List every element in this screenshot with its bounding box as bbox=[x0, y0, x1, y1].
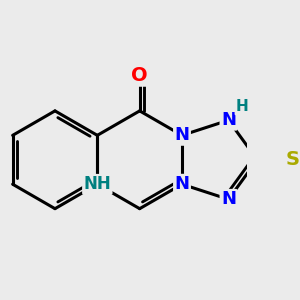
Text: NH: NH bbox=[83, 175, 111, 193]
Text: N: N bbox=[221, 190, 236, 208]
Text: O: O bbox=[131, 66, 148, 85]
Text: N: N bbox=[175, 175, 190, 193]
Text: N: N bbox=[221, 111, 236, 129]
Text: N: N bbox=[175, 126, 190, 144]
Text: S: S bbox=[285, 150, 299, 169]
Text: H: H bbox=[236, 99, 249, 114]
